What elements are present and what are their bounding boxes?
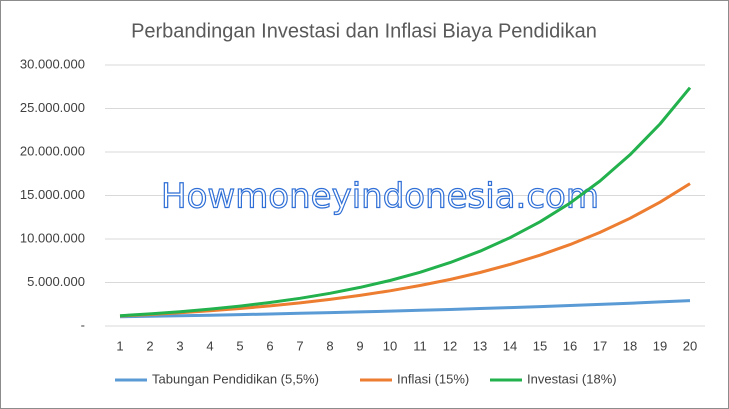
x-tick-label: 19 (653, 338, 667, 353)
x-tick-label: 5 (236, 338, 243, 353)
x-tick-label: 4 (206, 338, 213, 353)
y-tick-label: 30.000.000 (20, 56, 85, 71)
x-tick-label: 13 (473, 338, 487, 353)
series-line (119, 182, 691, 318)
x-tick-label: 11 (413, 338, 427, 353)
x-tick-label: 3 (176, 338, 183, 353)
x-tick-label: 12 (443, 338, 457, 353)
x-tick-label: 17 (593, 338, 607, 353)
y-tick-label: 20.000.000 (20, 143, 85, 158)
series-line (119, 86, 692, 318)
x-tick-label: 18 (623, 338, 637, 353)
legend-label: Inflasi (15%) (397, 371, 469, 386)
y-tick-label: - (81, 317, 85, 332)
x-tick-label: 10 (383, 338, 397, 353)
x-tick-label: 16 (563, 338, 577, 353)
y-tick-label: 10.000.000 (20, 230, 85, 245)
x-tick-label: 7 (296, 338, 303, 353)
chart-title: Perbandingan Investasi dan Inflasi Biaya… (131, 20, 597, 42)
x-tick-label: 6 (266, 338, 273, 353)
x-tick-label: 9 (356, 338, 363, 353)
x-tick-label: 1 (116, 338, 123, 353)
watermark: Howmoneyindonesia.com (161, 177, 599, 217)
x-tick-label: 15 (533, 338, 547, 353)
x-tick-label: 14 (503, 338, 517, 353)
y-tick-label: 5.000.000 (27, 274, 85, 289)
legend-label: Tabungan Pendidikan (5,5%) (152, 371, 319, 386)
y-tick-label: 15.000.000 (20, 187, 85, 202)
x-tick-label: 8 (326, 338, 333, 353)
legend-label: Investasi (18%) (527, 371, 617, 386)
x-tick-label: 2 (146, 338, 153, 353)
y-tick-label: 25.000.000 (20, 100, 85, 115)
x-tick-label: 20 (683, 338, 697, 353)
series-line (119, 299, 691, 319)
